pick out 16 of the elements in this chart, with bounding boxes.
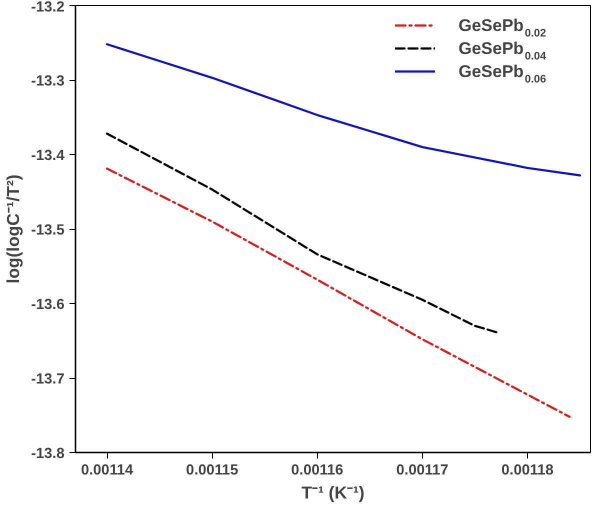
y-tick-label: -13.8 [31, 446, 64, 462]
x-tick-label: 0.00116 [291, 462, 344, 478]
x-tick-label: 0.00118 [501, 462, 554, 478]
y-tick-label: -13.7 [31, 372, 64, 388]
y-tick-label: -13.2 [31, 0, 64, 16]
line-series [106, 43, 582, 176]
x-tick-label: 0.00117 [396, 462, 448, 478]
y-tick-label: -13.4 [31, 148, 66, 164]
x-tick-label: 0.00114 [80, 462, 134, 478]
x-axis-title: T⁻¹ (K⁻¹) [302, 482, 365, 502]
y-tick-label: -13.6 [31, 297, 64, 313]
y-tick-label: -13.5 [31, 222, 64, 238]
y-tick-label: -13.3 [31, 74, 64, 90]
y-axis-title: log(logC⁻¹/T²) [3, 174, 24, 284]
line-series [106, 168, 571, 418]
x-tick-label: 0.00115 [186, 462, 238, 478]
